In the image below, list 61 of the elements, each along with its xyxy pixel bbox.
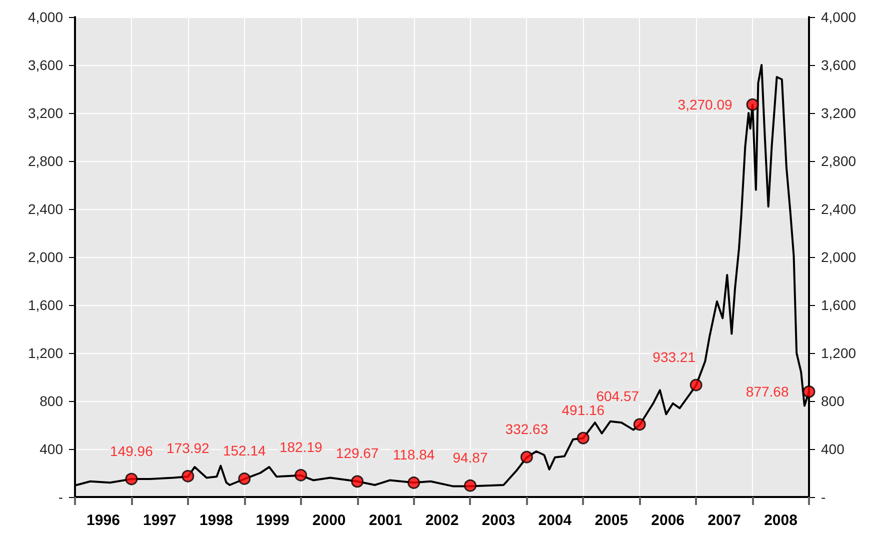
x-tick-label: 2008 bbox=[764, 512, 798, 529]
y-tick-label: 2,800 bbox=[28, 153, 64, 169]
point bbox=[408, 476, 420, 489]
point bbox=[520, 450, 533, 464]
data-label: 118.84 bbox=[392, 446, 435, 462]
y2-tick-label: 3,200 bbox=[821, 105, 856, 121]
y-tick-label: 400 bbox=[40, 441, 64, 457]
x-tick-label: 2003 bbox=[482, 512, 516, 529]
y2-tick-label: 3,600 bbox=[821, 57, 856, 73]
point bbox=[182, 470, 194, 482]
x-tick-label: 1999 bbox=[256, 512, 290, 529]
y2-tick-label: 2,800 bbox=[821, 153, 856, 169]
data-label: 604.57 bbox=[596, 388, 640, 404]
point bbox=[576, 432, 590, 444]
point bbox=[125, 472, 138, 486]
y-tick-label: - bbox=[58, 489, 64, 505]
y-tick-label: 3,200 bbox=[28, 105, 64, 121]
y-tick-label: 2,400 bbox=[28, 201, 64, 217]
y2-tick-label: 4,000 bbox=[821, 9, 856, 25]
point bbox=[690, 378, 702, 392]
x-tick-label: 1996 bbox=[86, 512, 120, 529]
point bbox=[802, 385, 816, 398]
x-tick-label: 2006 bbox=[651, 512, 685, 529]
point bbox=[464, 479, 476, 492]
y-tick-label: 1,600 bbox=[28, 297, 64, 313]
y-tick-label: 3,600 bbox=[28, 57, 64, 73]
data-label: 173.92 bbox=[166, 440, 210, 456]
y2-tick-label: 400 bbox=[821, 441, 845, 457]
x-tick-label: 2007 bbox=[708, 512, 741, 529]
point bbox=[633, 418, 646, 431]
data-label: 149.96 bbox=[110, 442, 154, 459]
y2-tick-label: 1,600 bbox=[821, 297, 856, 313]
data-label: 3,270.09 bbox=[678, 96, 732, 113]
x-tick-label: 2000 bbox=[312, 512, 346, 529]
x-tick-label: 2005 bbox=[594, 512, 628, 529]
data-label: 129.67 bbox=[336, 445, 379, 462]
point bbox=[294, 468, 308, 482]
y-tick-label: 800 bbox=[40, 393, 64, 409]
x-tick-label: 2002 bbox=[425, 512, 459, 529]
x-tick-label: 1998 bbox=[199, 512, 233, 529]
y2-tick-label: 1,200 bbox=[821, 345, 856, 361]
data-label: 182.19 bbox=[279, 438, 322, 455]
y-tick-label: 1,200 bbox=[28, 345, 64, 361]
y2-tick-label: 800 bbox=[821, 393, 845, 409]
x-tick-label: 2004 bbox=[538, 512, 572, 529]
y2-tick-label: 2,400 bbox=[821, 201, 856, 217]
data-label: 94.87 bbox=[452, 449, 488, 466]
y2-tick-label: 2,000 bbox=[821, 249, 856, 265]
x-tick-label: 2001 bbox=[368, 512, 402, 529]
data-label: 877.68 bbox=[746, 384, 789, 400]
y-tick-label: 4,000 bbox=[28, 9, 64, 25]
y-tick-label: 2,000 bbox=[28, 249, 64, 265]
point bbox=[746, 98, 759, 111]
x-tick-label: 1997 bbox=[143, 512, 176, 529]
data-label: 152.14 bbox=[222, 442, 266, 458]
y2-tick-label: - bbox=[821, 489, 826, 505]
data-label: 933.21 bbox=[652, 348, 696, 365]
data-label: 332.63 bbox=[505, 420, 548, 437]
point bbox=[351, 475, 364, 488]
point bbox=[238, 472, 251, 485]
data-label: 491.16 bbox=[562, 402, 605, 418]
